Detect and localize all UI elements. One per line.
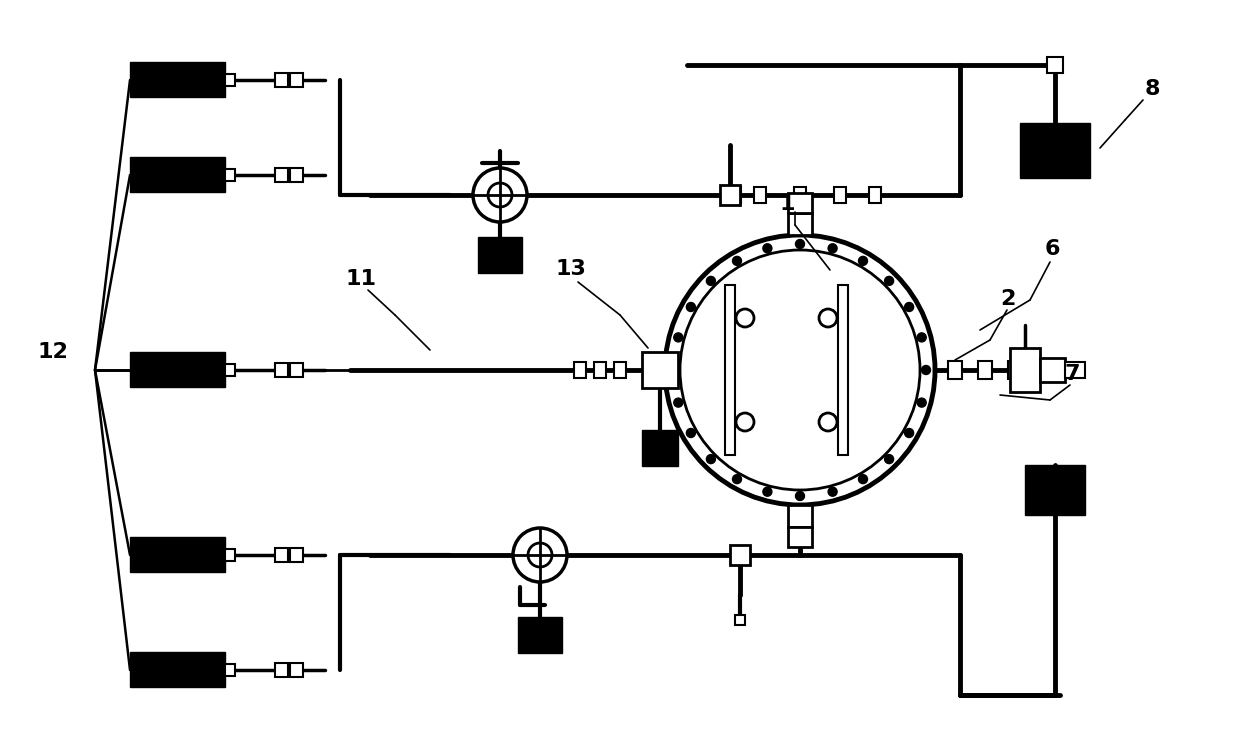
Circle shape [665, 235, 935, 505]
Bar [130, 537, 224, 572]
Bar [1065, 362, 1085, 378]
Bar [642, 430, 678, 466]
Bar [735, 615, 745, 625]
Circle shape [737, 413, 754, 431]
Bar [290, 663, 303, 677]
Circle shape [921, 365, 930, 374]
Bar [224, 169, 236, 181]
Circle shape [858, 475, 868, 484]
Circle shape [905, 302, 914, 311]
Bar [725, 285, 735, 455]
Circle shape [680, 250, 920, 490]
Bar [978, 361, 992, 379]
Circle shape [828, 487, 837, 496]
Circle shape [818, 309, 837, 327]
Text: 1: 1 [780, 194, 796, 214]
Text: 11: 11 [345, 269, 376, 289]
Bar [787, 193, 812, 213]
Circle shape [796, 492, 805, 501]
Bar [574, 362, 587, 378]
Bar [1047, 57, 1063, 73]
Bar [130, 352, 224, 387]
Bar [720, 185, 740, 205]
Bar [130, 652, 224, 687]
Bar [1021, 123, 1090, 178]
Circle shape [687, 302, 696, 311]
Bar [130, 62, 224, 97]
Bar [1008, 361, 1022, 379]
Bar [729, 187, 742, 203]
Bar [594, 362, 606, 378]
Bar [835, 187, 846, 203]
Circle shape [884, 455, 894, 463]
Circle shape [905, 429, 914, 438]
Bar [224, 364, 236, 376]
Bar [787, 527, 812, 547]
Bar [754, 187, 766, 203]
Circle shape [733, 475, 742, 484]
Bar [787, 213, 812, 235]
Bar [275, 363, 288, 377]
Circle shape [737, 309, 754, 327]
Circle shape [528, 543, 552, 567]
Bar [1040, 358, 1065, 382]
Circle shape [489, 183, 512, 207]
Circle shape [818, 413, 837, 431]
Circle shape [796, 239, 805, 248]
Circle shape [707, 455, 715, 463]
Circle shape [513, 528, 567, 582]
Bar [224, 664, 236, 676]
Bar [787, 505, 812, 527]
Text: 2: 2 [999, 289, 1016, 309]
Bar [642, 352, 678, 388]
Bar [224, 74, 236, 86]
Bar [275, 73, 288, 87]
Bar [730, 545, 750, 565]
Bar [869, 187, 880, 203]
Circle shape [707, 277, 715, 286]
Bar [949, 361, 962, 379]
Bar [290, 168, 303, 182]
Circle shape [918, 398, 926, 407]
Bar [275, 168, 288, 182]
Bar [275, 663, 288, 677]
Bar [477, 237, 522, 273]
Bar [130, 157, 224, 192]
Bar [290, 548, 303, 562]
Circle shape [673, 398, 683, 407]
Circle shape [687, 429, 696, 438]
Bar [794, 187, 806, 203]
Bar [290, 363, 303, 377]
Circle shape [858, 256, 868, 265]
Text: 8: 8 [1145, 79, 1161, 99]
Circle shape [670, 365, 678, 374]
Text: 13: 13 [556, 259, 585, 279]
Bar [290, 73, 303, 87]
Bar [518, 617, 562, 653]
Circle shape [763, 487, 771, 496]
Circle shape [472, 168, 527, 222]
Text: 6: 6 [1045, 239, 1060, 259]
Bar [614, 362, 626, 378]
Bar [838, 285, 848, 455]
Circle shape [918, 333, 926, 342]
Text: 7: 7 [1065, 364, 1080, 384]
Circle shape [733, 256, 742, 265]
Circle shape [763, 244, 771, 253]
Bar [1011, 348, 1040, 392]
Circle shape [673, 333, 683, 342]
Circle shape [884, 277, 894, 286]
Text: 12: 12 [38, 342, 69, 362]
Circle shape [828, 244, 837, 253]
Bar [1025, 465, 1085, 515]
Bar [275, 548, 288, 562]
Bar [224, 549, 236, 561]
